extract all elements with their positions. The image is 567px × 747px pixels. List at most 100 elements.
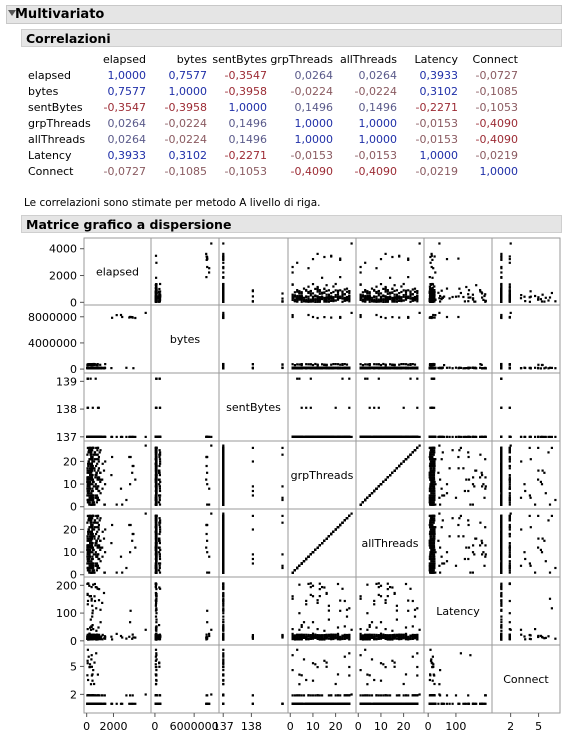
scatter-point xyxy=(377,366,380,369)
corr-cell: 0,1496 xyxy=(228,132,268,146)
scatter-point xyxy=(305,295,308,298)
scatter-point xyxy=(291,298,294,301)
scatter-cell-sentbytes-vs-bytes xyxy=(154,377,213,438)
scatter-point xyxy=(539,298,542,301)
scatter-point xyxy=(318,435,321,438)
scatter-point xyxy=(386,298,389,301)
scatter-point xyxy=(155,285,158,288)
scatter-point xyxy=(544,296,547,299)
scatter-point xyxy=(316,289,319,292)
scatter-point xyxy=(402,282,405,286)
scatter-point xyxy=(416,298,419,301)
scatter-point xyxy=(407,363,410,366)
scatter-point xyxy=(508,255,511,258)
scatter-point xyxy=(316,298,319,301)
scatter-point xyxy=(298,435,301,438)
scatter-point xyxy=(296,290,299,293)
scatter-point xyxy=(547,299,550,302)
scatter-point xyxy=(318,292,321,295)
scatter-point xyxy=(457,315,460,319)
scatter-point xyxy=(222,300,225,303)
corr-cell: -0,4090 xyxy=(290,164,333,178)
y-tick-label: 200 xyxy=(56,579,77,592)
scatter-point xyxy=(443,435,446,438)
scatter-point xyxy=(222,254,225,257)
scatter-cell-bytes-vs-latency xyxy=(428,311,487,370)
scatter-point xyxy=(500,314,503,317)
correlations-header[interactable]: Correlazioni xyxy=(21,29,562,47)
scatter-point xyxy=(391,366,394,369)
corr-cell: 0,0264 xyxy=(107,132,147,146)
scatter-point xyxy=(500,406,503,409)
scatter-point xyxy=(370,287,374,290)
scatter-point xyxy=(373,363,376,366)
scatter-point xyxy=(445,258,449,261)
scatter-cell-elapsed-vs-latency xyxy=(428,242,487,303)
scatter-point xyxy=(433,300,436,303)
scatter-point xyxy=(402,299,405,302)
scatter-point xyxy=(291,314,294,317)
scatter-point xyxy=(479,366,482,369)
scatter-point xyxy=(463,300,466,303)
scatter-cell-bytes-vs-grpthreads xyxy=(291,311,353,370)
scatter-point xyxy=(439,366,442,369)
scatter-point xyxy=(327,435,330,438)
scatter-point xyxy=(537,363,540,366)
scatter-point xyxy=(418,311,421,314)
scatter-point xyxy=(343,288,346,291)
scatter-point xyxy=(323,300,326,303)
scatter-point xyxy=(411,299,414,302)
scatter-point xyxy=(400,367,403,370)
scatter-point xyxy=(361,298,364,301)
scatter-point xyxy=(293,294,296,297)
collapse-triangle-icon[interactable] xyxy=(8,10,16,16)
scatter-point xyxy=(327,297,330,300)
x-tick-label: 100 xyxy=(445,720,466,733)
scatter-point xyxy=(94,377,97,380)
scatter-cell-elapsed-vs-sentbytes xyxy=(222,242,284,303)
scatter-point xyxy=(407,315,410,319)
scatterplot-matrix-header[interactable]: Matrice grafico a dispersione xyxy=(21,215,562,233)
scatter-point xyxy=(398,367,401,370)
scatter-point xyxy=(323,255,326,259)
scatter-point xyxy=(316,300,319,303)
x-tick-label: 20 xyxy=(329,720,343,733)
corr-cell: -0,0153 xyxy=(415,116,458,130)
scatter-point xyxy=(251,363,254,366)
scatter-point xyxy=(314,295,317,298)
scatter-point xyxy=(91,483,94,486)
scatter-point xyxy=(377,298,380,301)
scatter-point xyxy=(293,291,296,294)
scatter-point xyxy=(323,296,326,299)
scatter-point xyxy=(208,267,211,270)
scatter-point xyxy=(430,300,433,303)
scatter-point xyxy=(89,498,92,502)
table-row: grpThreads 0,0264 -0,0224 0,1496 1,0000 1,000… xyxy=(28,115,518,131)
corr-cell: -0,1053 xyxy=(475,100,518,114)
scatter-point xyxy=(416,406,419,409)
scatter-point xyxy=(377,289,380,293)
scatter-point xyxy=(368,435,371,438)
scatter-point xyxy=(467,296,470,299)
scatter-point xyxy=(534,435,537,438)
corr-cell: -0,4090 xyxy=(475,116,518,130)
scatter-point xyxy=(318,298,321,301)
corr-cell: 0,7577 xyxy=(107,84,147,98)
scatter-point xyxy=(222,316,225,319)
scatter-point xyxy=(400,296,403,299)
scatter-point xyxy=(314,366,317,369)
scatter-point xyxy=(459,291,462,295)
scatter-point xyxy=(302,300,306,303)
scatter-point xyxy=(481,367,484,370)
multivariate-header[interactable]: Multivariato xyxy=(6,5,562,24)
scatter-point xyxy=(416,294,419,297)
y-tick-label: 10 xyxy=(63,478,77,491)
scatter-point xyxy=(300,406,303,409)
corr-cell: -0,2271 xyxy=(224,148,267,162)
corr-cell: -0,3547 xyxy=(224,68,267,82)
scatter-point xyxy=(389,298,392,301)
scatter-point xyxy=(311,315,315,319)
scatter-point xyxy=(366,377,369,380)
scatter-point xyxy=(309,366,312,369)
corr-cell: -0,0224 xyxy=(290,84,333,98)
